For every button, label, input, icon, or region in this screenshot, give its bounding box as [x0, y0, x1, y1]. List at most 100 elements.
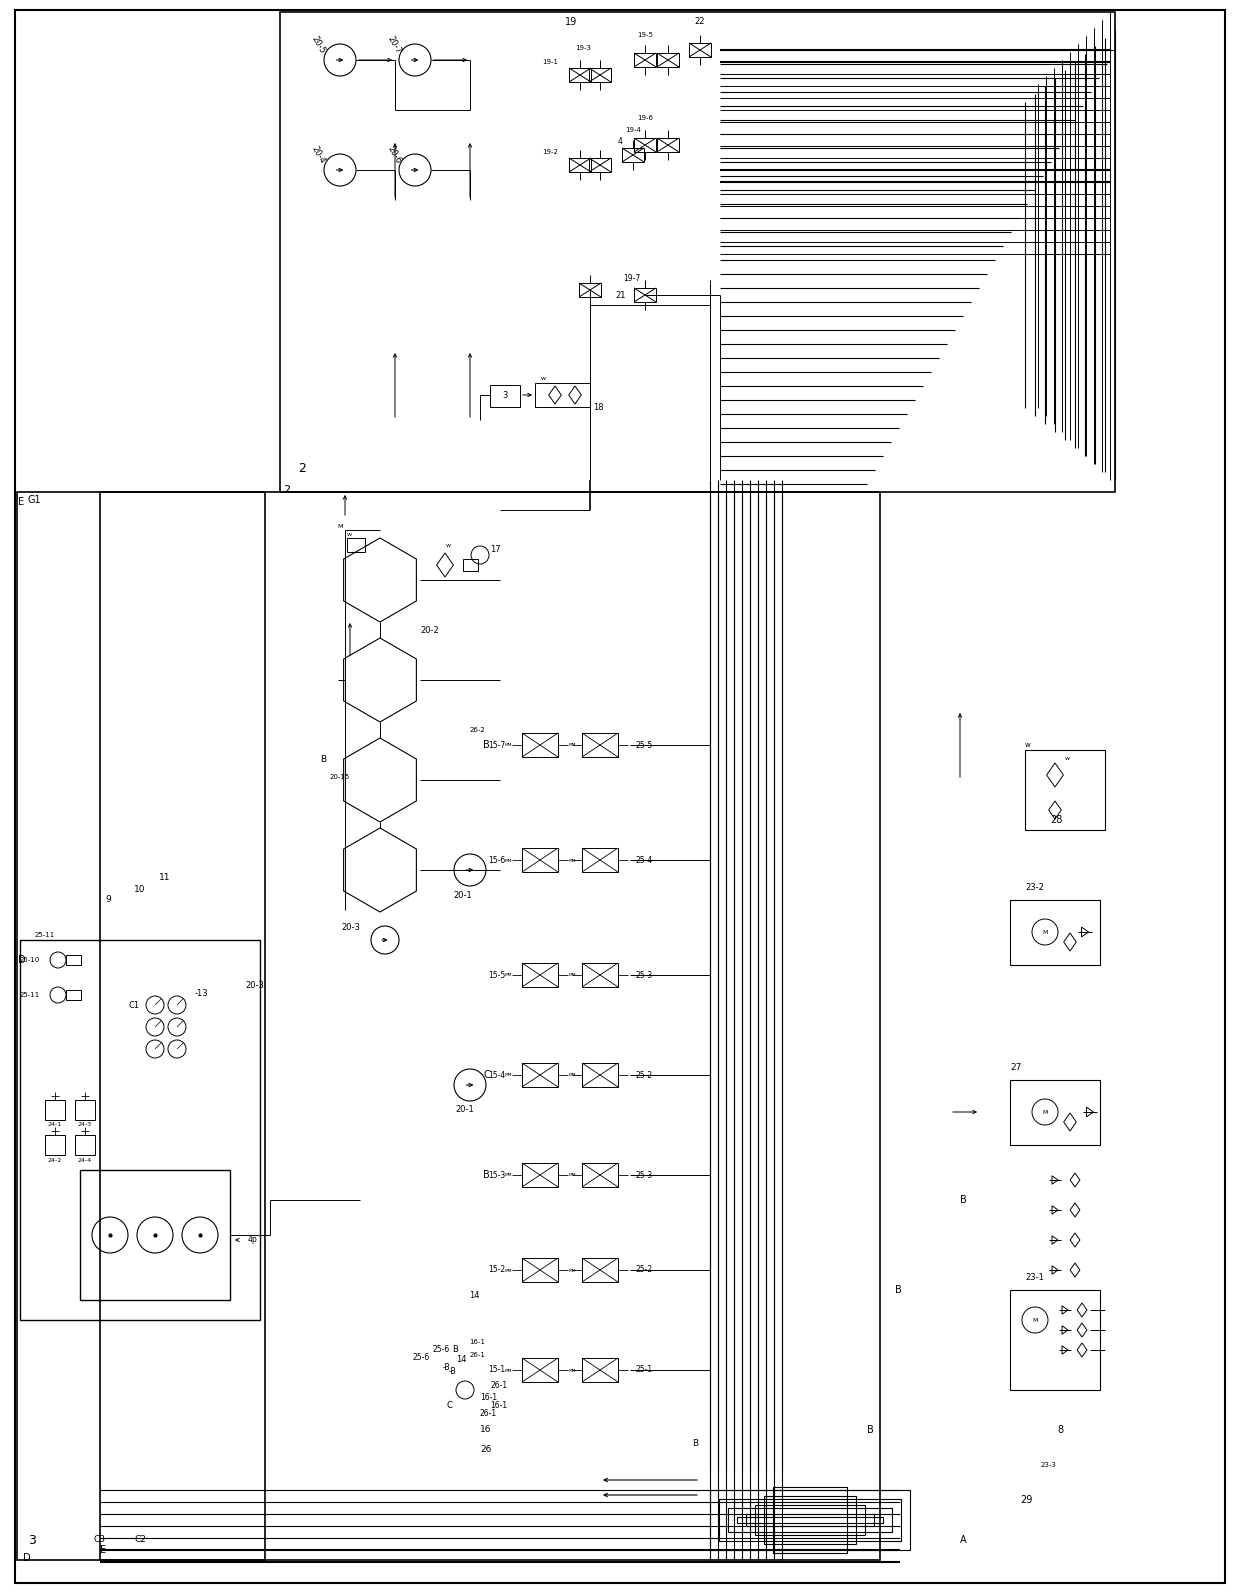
Text: 26: 26 — [480, 1445, 491, 1454]
Text: 24-1: 24-1 — [48, 1123, 62, 1128]
Bar — [522, 1258, 558, 1282]
Bar — [17, 492, 265, 1560]
Bar — [579, 284, 601, 296]
Text: мм: мм — [505, 1072, 512, 1077]
Text: 28: 28 — [1050, 816, 1063, 825]
Text: 8: 8 — [1056, 1426, 1063, 1435]
Text: 26-1: 26-1 — [480, 1410, 497, 1418]
Text: 15-3: 15-3 — [487, 1171, 505, 1179]
Text: 4: 4 — [618, 137, 622, 147]
Text: 19-5: 19-5 — [637, 32, 653, 38]
Text: мм: мм — [568, 1367, 575, 1373]
Bar — [522, 733, 558, 757]
Text: w: w — [445, 543, 450, 548]
Text: мм: мм — [568, 972, 575, 978]
Text: w: w — [347, 532, 352, 537]
Text: 26-1: 26-1 — [469, 1352, 485, 1357]
Text: 20-3: 20-3 — [341, 924, 360, 932]
Text: 15-7: 15-7 — [487, 741, 505, 749]
Bar — [522, 847, 558, 871]
Text: 16-1: 16-1 — [490, 1402, 507, 1410]
Text: мм: мм — [505, 972, 512, 978]
Text: 15-5: 15-5 — [487, 970, 505, 980]
Text: 25-3: 25-3 — [635, 970, 652, 980]
Text: 19-3: 19-3 — [575, 45, 591, 51]
Bar — [728, 1509, 892, 1532]
Text: мм: мм — [568, 742, 575, 747]
Bar — [534, 382, 590, 406]
Text: 19-6: 19-6 — [637, 115, 653, 121]
Text: A: A — [960, 1536, 967, 1545]
Text: E: E — [100, 1545, 107, 1555]
Bar — [582, 1357, 618, 1383]
Bar — [634, 139, 656, 151]
Bar — [100, 492, 880, 1560]
Text: B: B — [453, 1344, 458, 1354]
Text: 24-3: 24-3 — [78, 1123, 92, 1128]
Text: 22: 22 — [694, 18, 706, 27]
Text: B: B — [895, 1286, 901, 1295]
Text: 20-5: 20-5 — [310, 35, 327, 56]
Bar — [522, 1063, 558, 1086]
Bar — [755, 1505, 866, 1536]
Text: 24-2: 24-2 — [48, 1158, 62, 1163]
Text: -13: -13 — [195, 989, 208, 997]
Text: мм: мм — [568, 857, 575, 862]
Text: 25-2: 25-2 — [635, 1265, 652, 1274]
Bar — [582, 1258, 618, 1282]
Text: 15-2: 15-2 — [487, 1265, 505, 1274]
Text: 20-7: 20-7 — [386, 35, 403, 56]
Bar — [746, 1513, 874, 1526]
Bar — [582, 733, 618, 757]
Text: мм: мм — [505, 742, 512, 747]
Text: 25-5: 25-5 — [635, 741, 652, 749]
Bar — [582, 847, 618, 871]
Text: мм: мм — [505, 857, 512, 862]
Bar — [463, 559, 477, 570]
Text: 3: 3 — [502, 390, 507, 400]
Bar — [1011, 1290, 1100, 1391]
Text: 20-1: 20-1 — [454, 890, 472, 900]
Bar — [582, 1063, 618, 1086]
Text: 24-4: 24-4 — [78, 1158, 92, 1163]
Text: -B: -B — [443, 1364, 450, 1373]
Text: D: D — [19, 954, 26, 965]
Text: 14: 14 — [470, 1290, 480, 1300]
Text: 25-11: 25-11 — [20, 992, 40, 997]
Text: B: B — [960, 1195, 967, 1204]
Text: w: w — [1025, 742, 1030, 749]
Bar — [569, 68, 591, 81]
Text: B: B — [320, 755, 326, 765]
Text: M: M — [1043, 929, 1048, 935]
Text: мм: мм — [505, 1268, 512, 1273]
Text: 2: 2 — [283, 484, 290, 495]
Text: w: w — [1065, 755, 1070, 760]
Text: 15-4: 15-4 — [487, 1070, 505, 1080]
Text: w: w — [541, 376, 546, 381]
Text: 17: 17 — [490, 545, 501, 554]
Text: B: B — [484, 741, 490, 750]
Bar — [622, 148, 644, 162]
Text: B: B — [692, 1438, 698, 1448]
Text: мм: мм — [505, 1367, 512, 1373]
Text: C3: C3 — [94, 1536, 105, 1545]
Bar — [1025, 750, 1105, 830]
Bar — [74, 1101, 95, 1120]
Text: B: B — [867, 1426, 873, 1435]
Text: 2: 2 — [298, 462, 306, 475]
Text: мм: мм — [568, 1072, 575, 1077]
Bar — [45, 1101, 64, 1120]
Text: 25-3: 25-3 — [635, 1171, 652, 1179]
Bar — [522, 1357, 558, 1383]
Bar — [347, 538, 365, 553]
Text: 25-4: 25-4 — [635, 855, 652, 865]
Text: 15-6: 15-6 — [487, 855, 505, 865]
Bar — [74, 1134, 95, 1155]
Bar — [582, 1163, 618, 1187]
Text: C1: C1 — [129, 1000, 140, 1010]
Text: 25-2: 25-2 — [635, 1070, 652, 1080]
Text: 25-10: 25-10 — [20, 957, 40, 964]
Text: 18: 18 — [593, 403, 604, 413]
Text: 9: 9 — [105, 895, 110, 905]
Bar — [1011, 900, 1100, 965]
